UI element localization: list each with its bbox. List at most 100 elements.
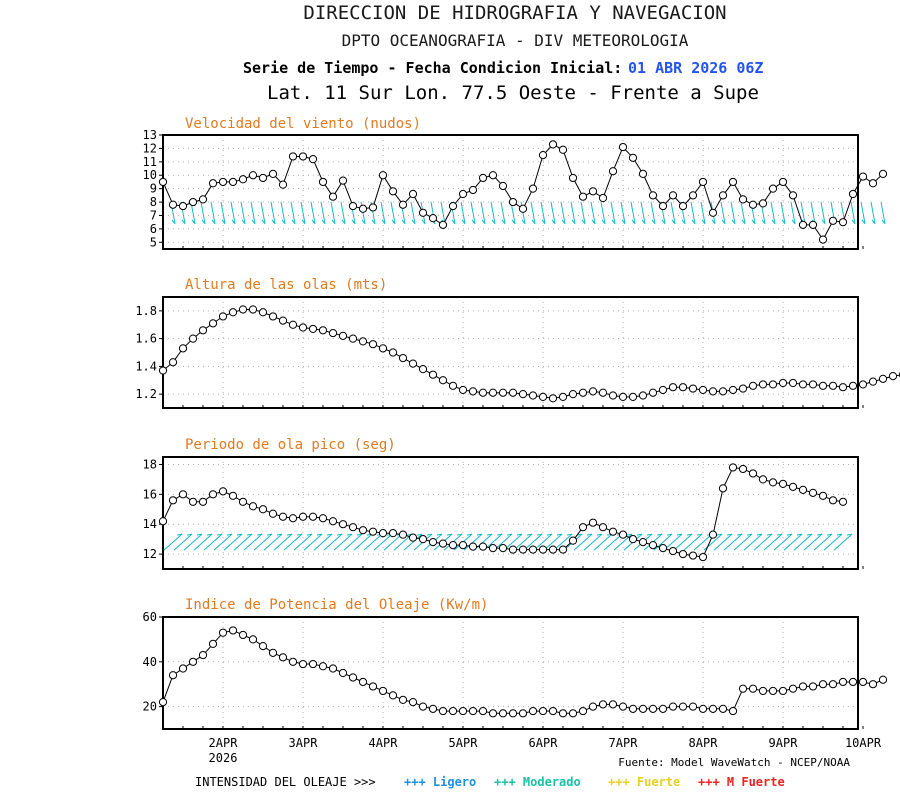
chart-panel-4: Indice de Potencia del Oleaje (Kw/m) 20 40… xyxy=(143,597,888,730)
direction-arrow xyxy=(603,533,623,551)
data-point xyxy=(798,485,808,494)
data-point xyxy=(648,704,658,713)
direction-arrow-head xyxy=(881,219,886,225)
data-point xyxy=(198,497,208,506)
data-point xyxy=(458,189,468,199)
direction-arrow-head xyxy=(636,533,643,536)
direction-arrow-head xyxy=(211,219,216,225)
y-tick-label: 18 xyxy=(143,457,157,471)
direction-arrow-head xyxy=(766,533,773,536)
direction-arrow-head xyxy=(346,533,353,536)
data-point xyxy=(588,518,598,527)
data-point xyxy=(528,391,538,400)
data-point xyxy=(698,552,708,562)
direction-arrow-head xyxy=(646,533,653,536)
direction-arrow xyxy=(880,201,886,224)
data-point xyxy=(298,512,308,521)
direction-arrow-head xyxy=(356,533,363,536)
direction-arrow xyxy=(813,533,833,551)
direction-arrow xyxy=(653,533,673,551)
data-point xyxy=(428,370,438,379)
direction-arrow-head xyxy=(421,219,426,225)
data-point xyxy=(448,541,458,550)
data-point xyxy=(298,152,308,161)
data-point xyxy=(358,526,368,535)
data-point xyxy=(168,358,178,367)
data-point xyxy=(718,704,728,713)
direction-arrow-head xyxy=(586,533,593,536)
direction-arrow-head xyxy=(631,219,636,225)
legend-ligero: +++ Ligero xyxy=(404,775,476,789)
data-point xyxy=(518,709,528,718)
direction-arrow-head xyxy=(686,533,693,536)
direction-arrow-head xyxy=(171,219,176,225)
direction-arrow-head xyxy=(741,219,746,225)
direction-arrow-head xyxy=(236,533,243,536)
direction-arrow-head xyxy=(511,219,516,225)
data-point xyxy=(828,496,838,505)
direction-arrow xyxy=(540,201,546,224)
direction-arrow-head xyxy=(196,533,203,536)
data-point xyxy=(728,385,738,395)
data-point xyxy=(288,320,298,329)
data-point xyxy=(618,702,628,711)
data-point xyxy=(248,502,258,511)
data-point xyxy=(548,394,558,403)
y-tick-label: 16 xyxy=(143,487,157,501)
data-point xyxy=(648,541,658,550)
direction-arrow-head xyxy=(641,219,646,225)
data-point xyxy=(568,709,578,718)
data-point xyxy=(178,664,188,673)
direction-arrow-head xyxy=(701,219,706,225)
y-tick-label: 1.4 xyxy=(135,359,157,373)
direction-arrow-head xyxy=(336,533,343,536)
direction-arrow-head xyxy=(816,533,823,536)
data-point xyxy=(598,193,608,203)
data-point xyxy=(768,478,778,487)
data-point xyxy=(368,203,378,212)
data-point xyxy=(428,704,438,713)
data-point xyxy=(188,334,198,343)
direction-arrow xyxy=(253,533,273,551)
data-point xyxy=(368,682,378,691)
data-point xyxy=(438,539,448,548)
data-point xyxy=(508,709,518,718)
data-point xyxy=(678,201,688,211)
data-point xyxy=(708,530,718,539)
direction-arrow-head xyxy=(536,533,543,536)
y-tick-label: 13 xyxy=(143,128,157,142)
direction-arrow xyxy=(743,533,763,551)
data-point xyxy=(768,184,778,193)
direction-arrow-head xyxy=(301,219,306,225)
data-point xyxy=(268,509,278,518)
direction-arrow xyxy=(820,201,826,224)
data-point xyxy=(558,709,568,718)
direction-arrow xyxy=(783,533,803,551)
direction-arrow xyxy=(810,201,816,224)
data-point xyxy=(268,648,278,657)
direction-arrow xyxy=(670,201,676,224)
direction-arrow xyxy=(730,201,736,224)
direction-arrow-head xyxy=(531,219,536,225)
direction-arrow xyxy=(560,201,566,224)
data-point xyxy=(838,677,848,687)
data-point xyxy=(728,706,738,716)
y-tick-label: 8 xyxy=(150,195,157,209)
init-date: 01 ABR 2026 06Z xyxy=(628,59,763,77)
data-point xyxy=(608,527,618,536)
data-point xyxy=(348,673,358,682)
data-point xyxy=(888,371,898,381)
data-point xyxy=(238,630,248,640)
data-point xyxy=(668,546,678,556)
data-point xyxy=(308,512,318,521)
direction-arrow-head xyxy=(561,219,566,225)
data-point xyxy=(828,381,838,390)
data-point xyxy=(218,312,228,321)
data-point xyxy=(448,706,458,716)
data-point xyxy=(518,204,528,213)
direction-arrow xyxy=(523,533,543,551)
data-point xyxy=(238,305,248,314)
data-point xyxy=(348,201,358,211)
direction-arrow xyxy=(793,533,813,551)
